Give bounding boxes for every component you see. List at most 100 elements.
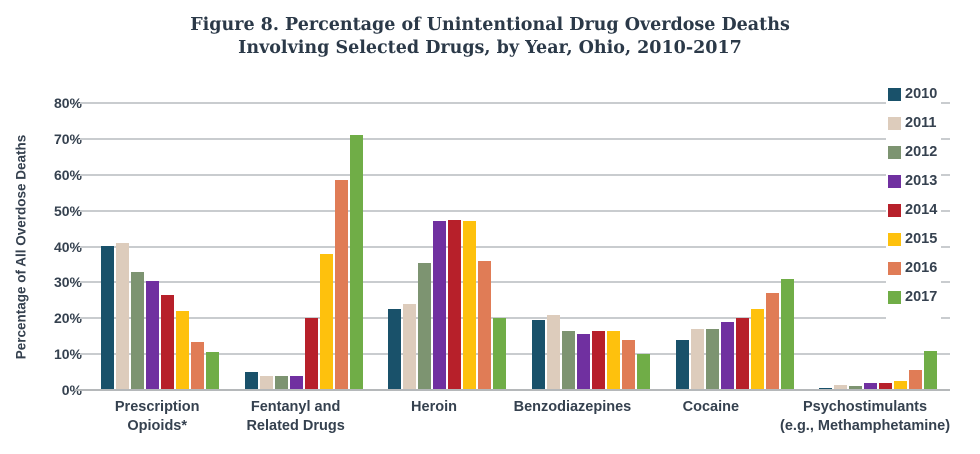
gridline-40 bbox=[80, 245, 950, 248]
bar-2017-group4 bbox=[636, 354, 650, 390]
legend-swatch-icon bbox=[888, 290, 901, 304]
bar-2011-group5 bbox=[690, 329, 704, 390]
figure-title-line1: Figure 8. Percentage of Unintentional Dr… bbox=[190, 15, 790, 35]
legend: 2010 2011 2012 2013 2014 2015 2016 2017 bbox=[886, 84, 942, 320]
legend-year-label: 2015 bbox=[905, 231, 938, 247]
bar-2013-group2 bbox=[289, 376, 303, 390]
y-tick-label-80pct: 80% bbox=[53, 95, 82, 111]
x-axis-label-group3: Heroin bbox=[411, 399, 457, 415]
x-axis-baseline bbox=[75, 389, 950, 391]
bar-2011-group2 bbox=[259, 376, 273, 390]
bar-2013-group3 bbox=[433, 221, 447, 390]
legend-year-label: 2013 bbox=[905, 173, 938, 189]
legend-year-label: 2016 bbox=[905, 260, 938, 276]
y-tick-label-0pct: 0% bbox=[61, 382, 82, 398]
bar-group-2 bbox=[232, 103, 376, 390]
bar-2017-group6 bbox=[924, 351, 938, 390]
y-tick-label-30pct: 30% bbox=[53, 274, 82, 291]
legend-swatch-icon bbox=[888, 87, 901, 101]
bar-2012-group5 bbox=[705, 329, 719, 390]
bar-2012-group1 bbox=[130, 272, 144, 390]
figure-title: Figure 8. Percentage of Unintentional Dr… bbox=[0, 14, 980, 60]
bar-groups bbox=[88, 103, 950, 390]
legend-swatch-icon bbox=[888, 174, 901, 188]
bar-2015-group2 bbox=[319, 254, 333, 390]
bar-2013-group4 bbox=[576, 334, 590, 390]
gridline-60 bbox=[80, 173, 950, 176]
y-axis-tick-labels: 80% 70% 60% 50% 40% 30% 20% 10% 0% bbox=[0, 95, 82, 398]
bar-2014-group4 bbox=[591, 331, 605, 390]
legend-year-label: 2011 bbox=[905, 115, 937, 131]
bar-2017-group3 bbox=[493, 318, 507, 390]
legend-item-2014: 2014 bbox=[888, 202, 937, 218]
gridline-80 bbox=[80, 102, 950, 104]
gridline-50 bbox=[80, 209, 950, 212]
bar-2015-group4 bbox=[606, 331, 620, 390]
bar-2016-group1 bbox=[190, 342, 204, 390]
bar-2012-group2 bbox=[274, 376, 288, 390]
x-axis-label-group5: Cocaine bbox=[682, 399, 740, 415]
legend-item-2010: 2010 bbox=[888, 86, 937, 102]
bar-2017-group2 bbox=[349, 135, 363, 390]
bar-2017-group1 bbox=[205, 352, 219, 390]
bar-2015-group1 bbox=[175, 311, 189, 390]
bar-group-6 bbox=[806, 103, 950, 390]
bar-2015-group3 bbox=[463, 221, 477, 390]
y-tick-label-60pct: 60% bbox=[53, 166, 82, 183]
bar-2010-group5 bbox=[675, 340, 689, 390]
bar-2013-group5 bbox=[720, 322, 734, 390]
y-tick-label-40pct: 40% bbox=[53, 238, 82, 255]
legend-swatch-icon bbox=[888, 261, 901, 275]
bar-group-4 bbox=[519, 103, 663, 390]
bar-2010-group2 bbox=[244, 372, 258, 390]
legend-item-2011: 2011 bbox=[888, 115, 937, 131]
bar-2014-group5 bbox=[735, 318, 749, 390]
gridline-30 bbox=[80, 281, 950, 284]
plot-area bbox=[75, 102, 950, 391]
legend-item-2016: 2016 bbox=[888, 260, 937, 276]
bar-2017-group5 bbox=[780, 279, 794, 390]
bar-2016-group6 bbox=[909, 370, 923, 390]
bar-2014-group2 bbox=[304, 318, 318, 390]
bar-2016-group4 bbox=[621, 340, 635, 390]
bar-2010-group3 bbox=[388, 309, 402, 390]
bar-2013-group1 bbox=[145, 281, 159, 390]
legend-swatch-icon bbox=[888, 232, 901, 246]
gridline-20 bbox=[80, 317, 950, 320]
bar-2011-group4 bbox=[546, 315, 560, 390]
legend-item-2012: 2012 bbox=[888, 144, 937, 160]
bar-2016-group3 bbox=[478, 261, 492, 390]
legend-item-2013: 2013 bbox=[888, 173, 937, 189]
legend-swatch-icon bbox=[888, 145, 901, 159]
bar-2014-group3 bbox=[448, 220, 462, 390]
bar-2012-group4 bbox=[561, 331, 575, 390]
legend-item-2017: 2017 bbox=[888, 289, 937, 305]
legend-year-label: 2012 bbox=[905, 144, 938, 160]
bar-2011-group1 bbox=[115, 243, 129, 390]
bar-2011-group3 bbox=[403, 304, 417, 390]
x-axis-label-group2: Fentanyl and Related Drugs bbox=[246, 399, 345, 434]
bar-2012-group3 bbox=[418, 263, 432, 390]
y-tick-label-70pct: 70% bbox=[53, 130, 82, 147]
bar-2012-group6 bbox=[849, 386, 863, 390]
y-tick-label-50pct: 50% bbox=[53, 202, 82, 219]
legend-year-label: 2014 bbox=[905, 202, 938, 218]
legend-year-label: 2017 bbox=[905, 289, 938, 305]
gridline-70 bbox=[80, 137, 950, 140]
bar-2010-group1 bbox=[100, 246, 114, 390]
bar-2014-group6 bbox=[879, 383, 893, 390]
bar-2011-group6 bbox=[834, 385, 848, 390]
bar-group-3 bbox=[375, 103, 519, 390]
bar-2016-group2 bbox=[334, 180, 348, 390]
bar-2014-group1 bbox=[160, 295, 174, 390]
bar-group-1 bbox=[88, 103, 232, 390]
x-axis-labels: Prescription Opioids* Fentanyl and Related … bbox=[88, 398, 950, 436]
bar-group-5 bbox=[663, 103, 807, 390]
bar-2016-group5 bbox=[765, 293, 779, 390]
legend-item-2015: 2015 bbox=[888, 231, 937, 247]
legend-year-label: 2010 bbox=[905, 86, 938, 102]
x-axis-label-group6: Psychostimulants (e.g., Methamphetamine) bbox=[780, 399, 951, 434]
bar-2013-group6 bbox=[864, 383, 878, 390]
bar-2015-group5 bbox=[750, 309, 764, 390]
